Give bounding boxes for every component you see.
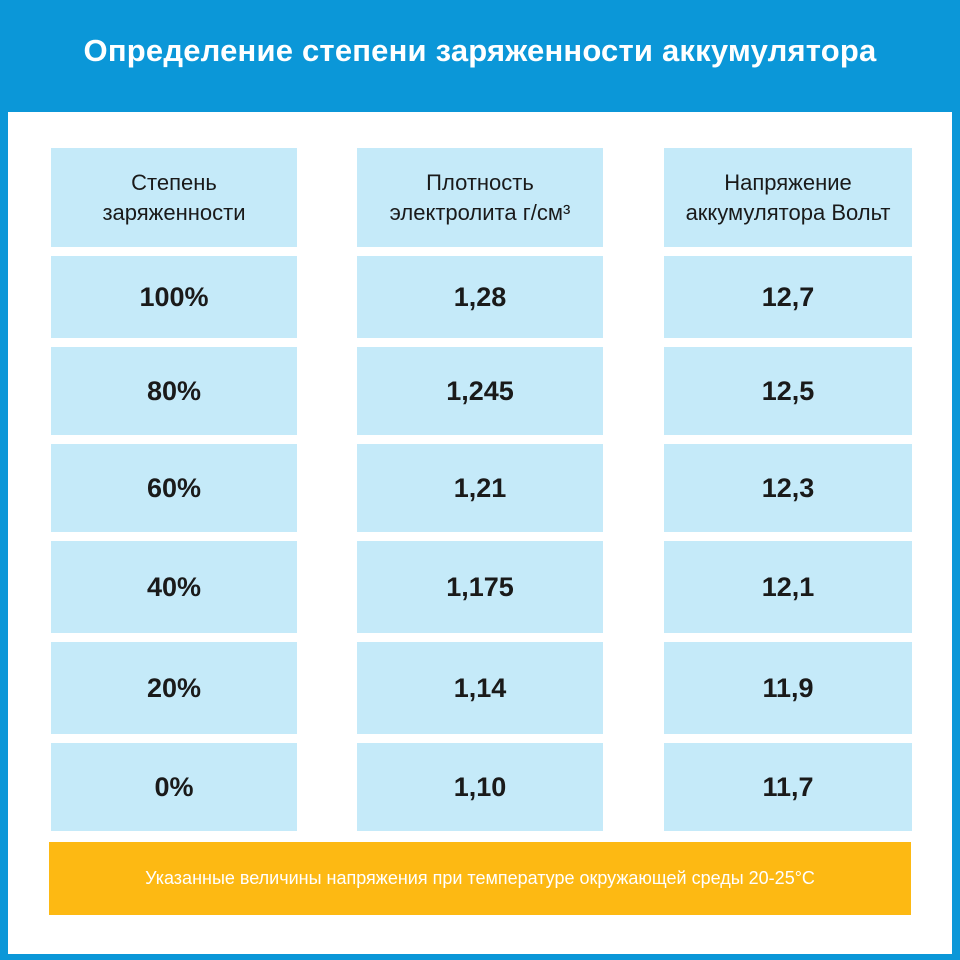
table-cell: 11,7 [664,743,912,831]
cell-voltage: 11,7 [762,771,814,802]
table-cell: 12,5 [664,347,912,435]
column-header-charge-label: Степень заряженности [102,169,246,225]
column-header-voltage: Напряжение аккумулятора Вольт [664,148,912,247]
cell-density: 1,21 [453,472,507,503]
table-cell: 20% [51,642,297,734]
table-cell: 1,21 [357,444,603,532]
table-cell: 1,245 [357,347,603,435]
column-header-charge: Степень заряженности [51,148,297,247]
cell-density: 1,175 [446,571,514,602]
table-cell: 1,175 [357,541,603,633]
cell-voltage: 12,1 [761,571,815,602]
table-cell: 1,14 [357,642,603,734]
table-cell: 100% [51,256,297,338]
cell-density: 1,10 [453,771,507,802]
table-cell: 12,7 [664,256,912,338]
cell-charge: 40% [146,571,202,602]
cell-charge: 60% [146,472,202,503]
cell-voltage: 12,5 [761,375,815,406]
column-header-density: Плотность электролита г/см³ [357,148,603,247]
cell-voltage: 11,9 [762,672,814,703]
cell-density: 1,245 [446,375,514,406]
cell-charge: 20% [146,672,202,703]
temperature-note: Указанные величины напряжения при темпер… [49,842,911,915]
table-cell: 1,28 [357,256,603,338]
cell-charge: 100% [139,281,209,312]
table-cell: 80% [51,347,297,435]
table-cell: 0% [51,743,297,831]
table-cell: 11,9 [664,642,912,734]
page-title: Определение степени заряженности аккумул… [83,33,877,68]
column-header-density-label: Плотность электролита г/см³ [389,169,571,225]
cell-voltage: 12,3 [761,472,815,503]
header-bar: Определение степени заряженности аккумул… [0,0,960,112]
cell-voltage: 12,7 [761,281,815,312]
cell-density: 1,28 [453,281,507,312]
table-cell: 12,1 [664,541,912,633]
cell-charge: 80% [146,375,202,406]
temperature-note-text: Указанные величины напряжения при темпер… [145,868,815,888]
table-cell: 40% [51,541,297,633]
table-cell: 12,3 [664,444,912,532]
cell-charge: 0% [154,771,194,802]
column-header-voltage-label: Напряжение аккумулятора Вольт [685,169,891,225]
cell-density: 1,14 [453,672,507,703]
table-cell: 1,10 [357,743,603,831]
table-cell: 60% [51,444,297,532]
